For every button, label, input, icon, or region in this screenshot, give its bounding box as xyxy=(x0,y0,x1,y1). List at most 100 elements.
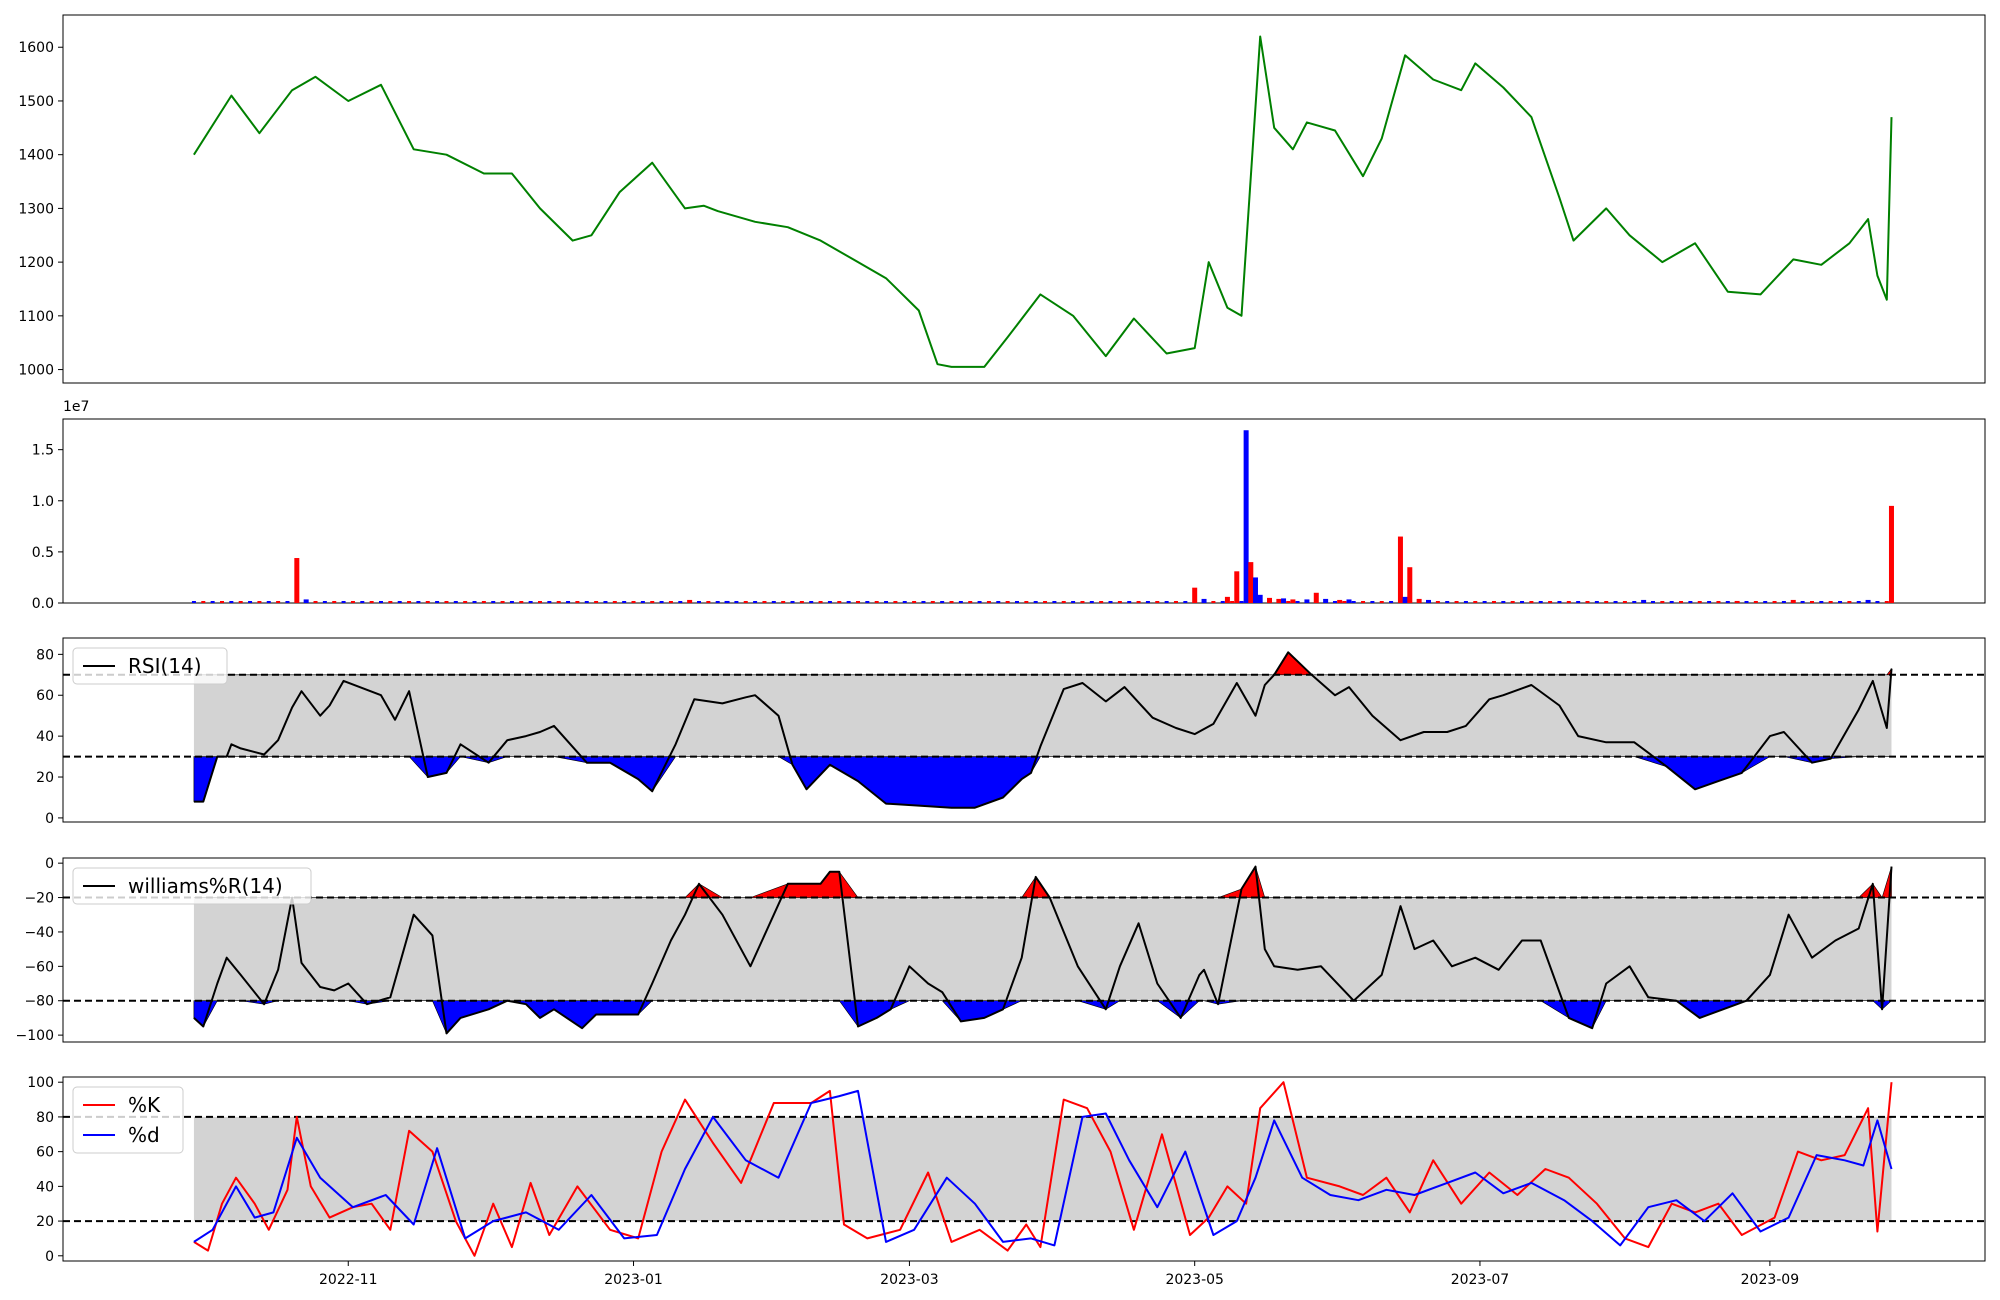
volume-bar xyxy=(1491,601,1496,603)
volume-bar xyxy=(360,601,365,603)
volume-bar xyxy=(809,601,814,603)
volume-bar xyxy=(350,601,355,603)
plot-frame xyxy=(62,418,1986,604)
legend-label: RSI(14) xyxy=(128,654,202,678)
x-tick-label: 2022-11 xyxy=(319,1272,378,1288)
volume-bar xyxy=(1313,592,1319,603)
stoch-ytick-label: 60 xyxy=(36,1145,54,1161)
volume-bar xyxy=(1884,601,1889,603)
volume-bar xyxy=(519,601,524,603)
volume-bar xyxy=(509,601,514,603)
volume-ytick-label: 1.0 xyxy=(32,494,54,510)
volume-bar xyxy=(238,601,243,603)
volume-bar xyxy=(1697,601,1702,603)
volume-bar xyxy=(266,601,271,603)
volume-bar xyxy=(1295,601,1300,603)
volume-bar xyxy=(1510,601,1515,603)
volume-bar xyxy=(201,601,206,603)
volume-bar xyxy=(1688,601,1693,603)
rsi-ytick-label: 20 xyxy=(36,770,54,786)
volume-bar xyxy=(1342,601,1347,603)
volume-bar xyxy=(1370,601,1375,603)
rsi-ytick-label: 0 xyxy=(45,811,54,827)
volume-bar xyxy=(1426,599,1432,603)
volume-bar xyxy=(1772,601,1777,603)
volume-bar xyxy=(547,601,552,603)
volume-bar xyxy=(303,599,309,603)
plot-frame xyxy=(62,637,1986,823)
legend-box xyxy=(72,867,312,905)
volume-bar xyxy=(1790,599,1796,603)
volume-bar xyxy=(528,601,533,603)
volume-bar xyxy=(435,601,440,603)
volume-bar xyxy=(1566,601,1571,603)
volume-bar xyxy=(556,601,561,603)
volume-bar xyxy=(341,601,346,603)
rsi-panel: 0 20 40 60 80 RSI(14) xyxy=(36,637,1986,827)
volume-bar xyxy=(1650,601,1655,603)
volume-bar xyxy=(1052,601,1057,603)
volume-bar xyxy=(1304,599,1310,603)
volume-bar xyxy=(949,601,954,603)
volume-bar xyxy=(1473,601,1478,603)
price-ytick-label: 1500 xyxy=(18,94,54,110)
volume-bar xyxy=(1248,562,1254,603)
williams-r-panel: −100 −80 −60 −40 −20 0 williams%R(14) xyxy=(16,856,1986,1044)
price-ytick-label: 1000 xyxy=(18,363,54,379)
volume-ytick-label: 0.5 xyxy=(32,545,54,561)
volume-bar xyxy=(781,601,786,603)
volume-bar xyxy=(1257,594,1263,603)
volume-bar xyxy=(276,601,281,603)
shared-date-axis: 2022-11 2023-01 2023-03 2023-05 2023-07 2023-… xyxy=(319,1261,1799,1288)
volume-bar xyxy=(940,601,945,603)
rsi-oversold-fill xyxy=(193,756,1892,809)
williams-neutral-band xyxy=(193,897,1892,1001)
volume-bar xyxy=(743,601,748,603)
legend-label-k: %K xyxy=(128,1093,161,1117)
volume-bar xyxy=(734,601,739,603)
volume-bar xyxy=(1520,601,1525,603)
stochastic-panel: 0 20 40 60 80 100 %K %d xyxy=(27,1075,1986,1265)
volume-panel: 0.0 0.5 1.0 1.5 1e7 xyxy=(32,399,1986,612)
volume-bar xyxy=(855,601,860,603)
volume-bar xyxy=(1744,601,1749,603)
x-tick-label: 2023-03 xyxy=(880,1272,939,1288)
legend-label-d: %d xyxy=(128,1123,160,1147)
volume-bar xyxy=(1239,601,1244,603)
volume-bar xyxy=(622,601,627,603)
volume-bar xyxy=(1828,601,1833,603)
volume-bar xyxy=(1164,601,1169,603)
x-tick-label: 2023-07 xyxy=(1451,1272,1510,1288)
stoch-ytick-label: 40 xyxy=(36,1179,54,1195)
volume-bar xyxy=(332,601,337,603)
volume-bar xyxy=(827,601,832,603)
volume-bar xyxy=(1043,601,1048,603)
volume-bar xyxy=(1089,601,1094,603)
volume-bar xyxy=(1397,536,1403,603)
volume-bar xyxy=(1809,601,1814,603)
volume-bar xyxy=(1127,601,1132,603)
volume-bar xyxy=(1557,601,1562,603)
volume-bar xyxy=(930,601,935,603)
volume-bar xyxy=(1136,601,1141,603)
williams-ytick-label: −40 xyxy=(24,925,54,941)
rsi-legend: RSI(14) xyxy=(72,647,228,685)
volume-bar xyxy=(874,601,879,603)
volume-bar xyxy=(696,601,701,603)
x-tick-label: 2023-05 xyxy=(1165,1272,1224,1288)
legend-label: williams%R(14) xyxy=(128,874,283,898)
volume-bar xyxy=(248,601,253,603)
williams-legend: williams%R(14) xyxy=(72,867,312,905)
volume-bar xyxy=(1005,601,1010,603)
volume-bar xyxy=(1576,601,1581,603)
volume-bar xyxy=(416,601,421,603)
volume-bar xyxy=(893,601,898,603)
volume-bar xyxy=(1281,598,1287,603)
volume-bar xyxy=(1888,505,1894,603)
volume-bar xyxy=(1071,601,1076,603)
volume-bar xyxy=(1781,601,1786,603)
williams-ytick-label: −60 xyxy=(24,959,54,975)
stoch-legend: %K %d xyxy=(72,1086,184,1154)
volume-bar xyxy=(799,601,804,603)
